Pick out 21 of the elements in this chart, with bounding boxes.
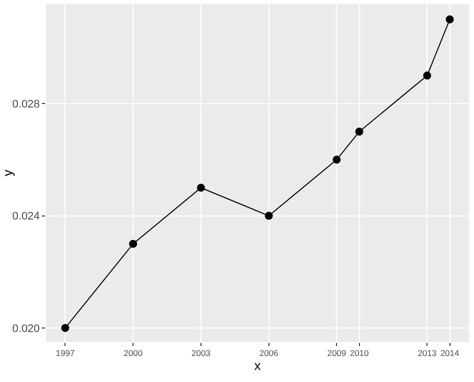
x-tick-label: 2014 [440, 348, 460, 358]
x-tick-label: 2003 [191, 348, 211, 358]
y-tick-label: 0.020 [12, 322, 40, 335]
x-axis-title: x [254, 358, 262, 374]
point [196, 184, 205, 192]
point [129, 240, 138, 248]
point [355, 128, 364, 136]
y-tick-label: 0.024 [12, 210, 40, 223]
x-tick-label: 2000 [124, 348, 143, 358]
point [423, 72, 432, 80]
x-tick-label: 1997 [56, 348, 75, 358]
x-tick-label: 2013 [418, 348, 437, 358]
y-axis-title: y [0, 169, 15, 176]
x-tick-label: 2006 [259, 348, 279, 358]
point [264, 212, 273, 220]
point [446, 15, 454, 24]
y-tick-label: 0.028 [12, 98, 40, 110]
point [61, 324, 70, 332]
x-tick-label: 2009 [327, 348, 346, 358]
x-tick-label: 2010 [350, 348, 370, 358]
point [332, 156, 341, 164]
